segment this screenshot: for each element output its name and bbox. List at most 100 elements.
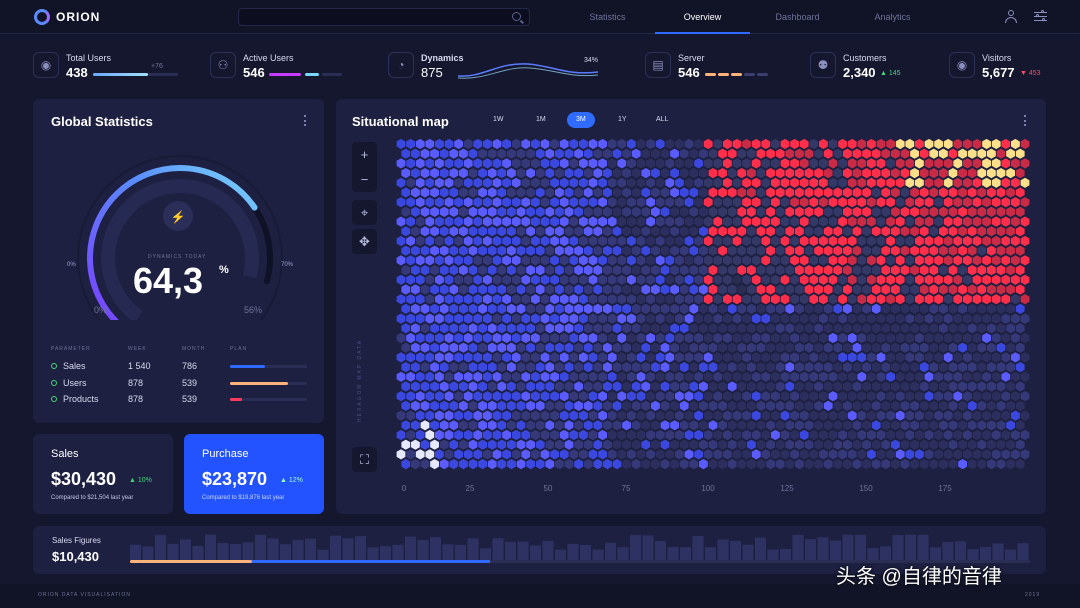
hex-cell[interactable] (574, 187, 583, 198)
hex-cell[interactable] (751, 255, 761, 266)
hex-cell[interactable] (823, 459, 833, 470)
hex-cell[interactable] (651, 206, 660, 217)
hex-cell[interactable] (694, 371, 703, 382)
hex-cell[interactable] (550, 429, 559, 441)
hex-cell[interactable] (559, 371, 569, 382)
hex-cell[interactable] (545, 265, 555, 276)
hex-cell[interactable] (934, 139, 943, 150)
hex-cell[interactable] (852, 206, 862, 217)
hex-cell[interactable] (531, 158, 540, 169)
hex-cell[interactable] (847, 216, 857, 227)
hex-cell[interactable] (747, 148, 756, 159)
hex-cell[interactable] (751, 216, 761, 227)
hex-cell[interactable] (641, 439, 651, 450)
hex-cell[interactable] (507, 342, 516, 353)
hex-cell[interactable] (1001, 216, 1011, 227)
hex-cell[interactable] (780, 429, 790, 441)
hex-cell[interactable] (924, 158, 934, 169)
hex-cell[interactable] (679, 148, 689, 159)
hex-cell[interactable] (756, 381, 766, 392)
hex-cell[interactable] (454, 197, 463, 208)
hex-cell[interactable] (579, 332, 588, 344)
hex-cell[interactable] (660, 303, 670, 314)
hex-cell[interactable] (463, 332, 473, 344)
hex-cell[interactable] (809, 294, 819, 305)
hex-cell[interactable] (795, 245, 804, 256)
hex-cell[interactable] (862, 342, 871, 353)
hex-cell[interactable] (895, 274, 905, 285)
hex-cell[interactable] (766, 206, 775, 217)
hex-cell[interactable] (1011, 235, 1020, 247)
hex-cell[interactable] (401, 420, 411, 431)
hex-cell[interactable] (790, 274, 799, 285)
hex-cell[interactable] (775, 187, 785, 198)
hex-cell[interactable] (487, 342, 497, 353)
hex-cell[interactable] (958, 303, 967, 314)
hex-cell[interactable] (876, 216, 886, 227)
hex-cell[interactable] (449, 400, 459, 411)
hex-cell[interactable] (531, 197, 540, 208)
hex-cell[interactable] (507, 265, 516, 276)
hex-cell[interactable] (795, 187, 804, 198)
hex-cell[interactable] (579, 139, 588, 150)
hex-cell[interactable] (742, 177, 751, 188)
hex-cell[interactable] (929, 323, 939, 334)
hex-cell[interactable] (747, 342, 756, 353)
hex-cell[interactable] (507, 226, 516, 237)
hex-cell[interactable] (699, 323, 708, 334)
hex-cell[interactable] (425, 313, 435, 324)
hex-cell[interactable] (507, 439, 516, 450)
hex-cell[interactable] (910, 362, 919, 373)
hex-cell[interactable] (555, 226, 564, 237)
hex-cell[interactable] (713, 216, 723, 227)
hex-cell[interactable] (785, 187, 795, 198)
hex-cell[interactable] (675, 313, 684, 324)
hex-cell[interactable] (766, 265, 775, 276)
hex-cell[interactable] (924, 410, 934, 421)
hex-cell[interactable] (1011, 410, 1020, 421)
hex-cell[interactable] (612, 459, 622, 470)
hex-cell[interactable] (718, 245, 727, 256)
hex-cell[interactable] (727, 265, 737, 276)
hex-cell[interactable] (867, 158, 876, 169)
hex-cell[interactable] (627, 255, 636, 266)
hex-cell[interactable] (939, 381, 948, 392)
hex-cell[interactable] (900, 400, 910, 411)
hex-cell[interactable] (929, 362, 939, 373)
hex-cell[interactable] (439, 206, 449, 217)
hex-cell[interactable] (516, 323, 526, 334)
hex-cell[interactable] (766, 362, 775, 373)
hex-cell[interactable] (780, 216, 790, 227)
hex-cell[interactable] (804, 381, 814, 392)
hex-cell[interactable] (910, 245, 919, 256)
hex-cell[interactable] (948, 342, 958, 353)
hex-cell[interactable] (987, 362, 996, 373)
hex-cell[interactable] (905, 410, 915, 421)
hex-cell[interactable] (996, 303, 1006, 314)
hex-cell[interactable] (703, 255, 713, 266)
hex-cell[interactable] (703, 197, 713, 208)
hex-cell[interactable] (641, 323, 651, 334)
hex-cell[interactable] (612, 206, 622, 217)
hex-cell[interactable] (550, 294, 559, 305)
hex-cell[interactable] (900, 206, 910, 217)
hex-cell[interactable] (756, 168, 766, 179)
hex-cell[interactable] (463, 391, 473, 402)
hex-cell[interactable] (828, 158, 838, 169)
hex-cell[interactable] (972, 274, 982, 285)
hex-cell[interactable] (737, 168, 747, 179)
hex-cell[interactable] (948, 265, 958, 276)
hex-cell[interactable] (555, 420, 564, 431)
hex-cell[interactable] (483, 139, 492, 150)
hex-cell[interactable] (819, 197, 828, 208)
hex-cell[interactable] (598, 332, 607, 344)
hex-cell[interactable] (521, 449, 531, 460)
hex-cell[interactable] (742, 429, 751, 441)
hex-cell[interactable] (871, 245, 881, 256)
hex-cell[interactable] (603, 439, 612, 450)
hex-cell[interactable] (689, 226, 699, 237)
hex-cell[interactable] (574, 342, 583, 353)
hex-cell[interactable] (972, 449, 982, 460)
hex-cell[interactable] (675, 449, 684, 460)
hex-cell[interactable] (492, 410, 502, 421)
